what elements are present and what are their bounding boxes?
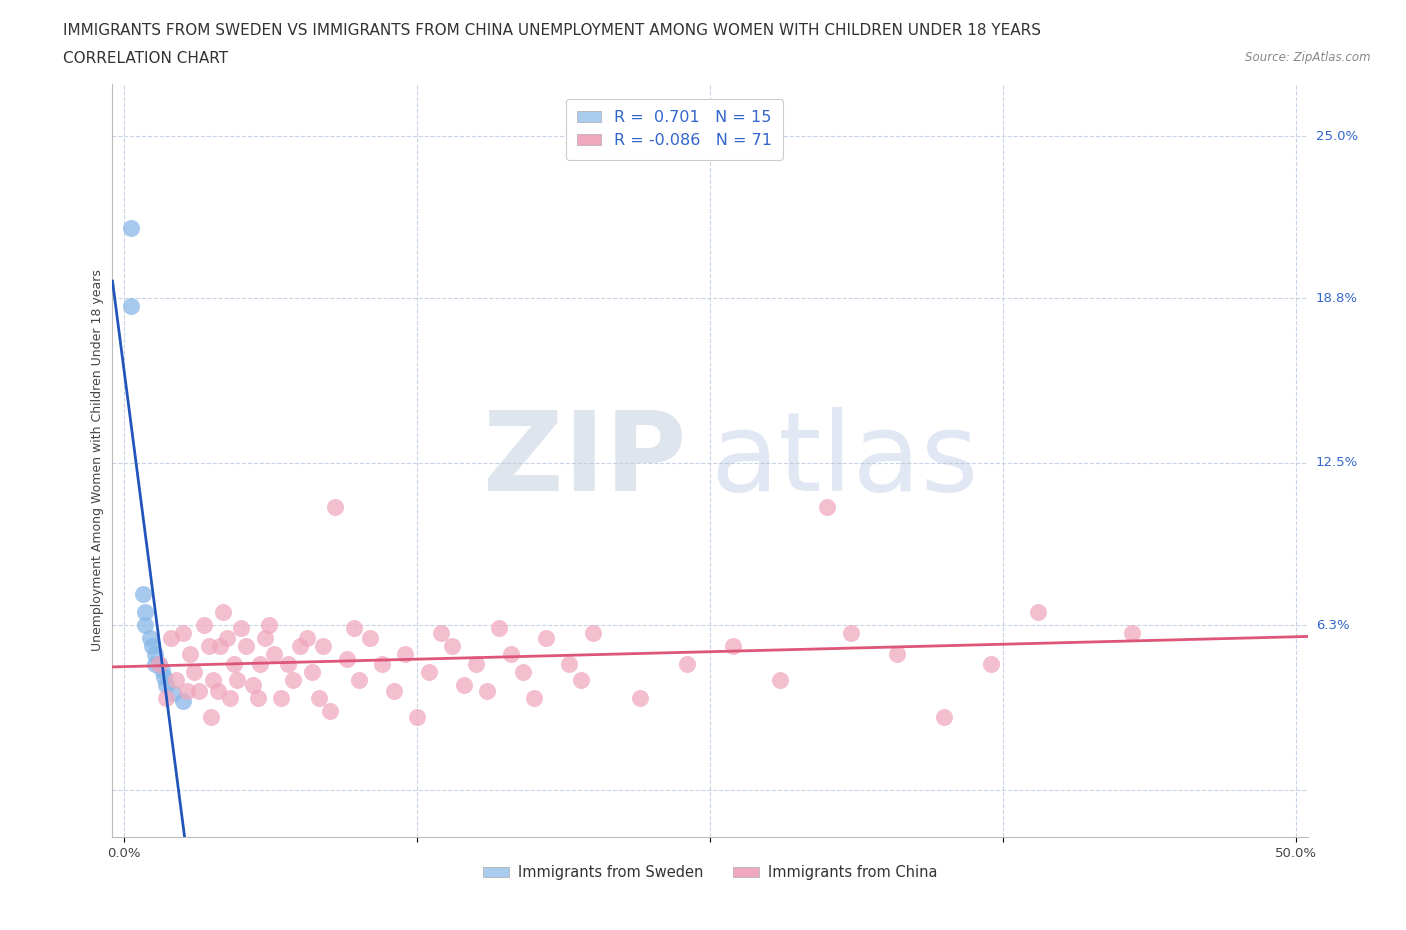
- Point: [202, 672, 225, 687]
- Point: [225, 672, 247, 687]
- Point: [176, 683, 198, 698]
- Point: [308, 691, 330, 706]
- Point: [217, 631, 239, 645]
- Point: [343, 620, 366, 635]
- Point: [242, 678, 264, 693]
- Point: [188, 683, 211, 698]
- Point: [155, 678, 177, 693]
- Point: [288, 639, 311, 654]
- Point: [224, 657, 246, 671]
- Point: [150, 662, 173, 677]
- Point: [211, 604, 233, 619]
- Legend: Immigrants from Sweden, Immigrants from China: Immigrants from Sweden, Immigrants from …: [477, 859, 943, 886]
- Text: 18.8%: 18.8%: [1316, 292, 1358, 305]
- Point: [165, 672, 187, 687]
- Point: [723, 639, 745, 654]
- Point: [319, 704, 342, 719]
- Point: [441, 639, 464, 654]
- Point: [200, 710, 222, 724]
- Point: [569, 672, 592, 687]
- Point: [270, 691, 292, 706]
- Point: [162, 685, 184, 700]
- Point: [172, 626, 194, 641]
- Point: [980, 657, 1002, 671]
- Point: [134, 604, 156, 619]
- Point: [371, 657, 394, 671]
- Y-axis label: Unemployment Among Women with Children Under 18 years: Unemployment Among Women with Children U…: [91, 270, 104, 651]
- Point: [281, 672, 304, 687]
- Point: [558, 657, 581, 671]
- Point: [148, 657, 170, 671]
- Text: CORRELATION CHART: CORRELATION CHART: [63, 51, 228, 66]
- Point: [139, 631, 162, 645]
- Point: [886, 646, 908, 661]
- Point: [534, 631, 557, 645]
- Point: [523, 691, 546, 706]
- Text: atlas: atlas: [710, 406, 979, 514]
- Point: [246, 691, 269, 706]
- Point: [183, 665, 205, 680]
- Point: [429, 626, 451, 641]
- Point: [218, 691, 240, 706]
- Point: [253, 631, 276, 645]
- Point: [359, 631, 381, 645]
- Point: [1121, 626, 1143, 641]
- Point: [323, 500, 346, 515]
- Point: [934, 710, 956, 724]
- Point: [312, 639, 335, 654]
- Point: [815, 500, 838, 515]
- Point: [394, 646, 416, 661]
- Point: [382, 683, 405, 698]
- Point: [259, 618, 281, 632]
- Point: [418, 665, 440, 680]
- Point: [231, 620, 253, 635]
- Point: [263, 646, 285, 661]
- Point: [197, 639, 219, 654]
- Point: [464, 657, 486, 671]
- Point: [160, 631, 183, 645]
- Point: [839, 626, 862, 641]
- Point: [628, 691, 651, 706]
- Point: [134, 618, 156, 632]
- Point: [172, 694, 194, 709]
- Point: [295, 631, 318, 645]
- Point: [193, 618, 215, 632]
- Point: [406, 710, 429, 724]
- Point: [453, 678, 475, 693]
- Point: [153, 670, 176, 684]
- Point: [301, 665, 323, 680]
- Point: [143, 657, 166, 671]
- Point: [148, 657, 170, 671]
- Point: [347, 672, 370, 687]
- Text: 12.5%: 12.5%: [1316, 457, 1358, 470]
- Point: [499, 646, 522, 661]
- Point: [582, 626, 605, 641]
- Text: ZIP: ZIP: [482, 406, 686, 514]
- Point: [477, 683, 499, 698]
- Point: [769, 672, 792, 687]
- Point: [143, 646, 166, 661]
- Point: [120, 299, 142, 313]
- Point: [1026, 604, 1049, 619]
- Point: [209, 639, 232, 654]
- Point: [179, 646, 201, 661]
- Point: [512, 665, 534, 680]
- Point: [155, 691, 177, 706]
- Text: IMMIGRANTS FROM SWEDEN VS IMMIGRANTS FROM CHINA UNEMPLOYMENT AMONG WOMEN WITH CH: IMMIGRANTS FROM SWEDEN VS IMMIGRANTS FRO…: [63, 23, 1042, 38]
- Text: Source: ZipAtlas.com: Source: ZipAtlas.com: [1246, 51, 1371, 64]
- Point: [141, 639, 163, 654]
- Point: [120, 220, 142, 235]
- Point: [235, 639, 257, 654]
- Point: [207, 683, 229, 698]
- Point: [249, 657, 271, 671]
- Point: [675, 657, 697, 671]
- Text: 6.3%: 6.3%: [1316, 618, 1350, 631]
- Point: [132, 586, 155, 601]
- Text: 25.0%: 25.0%: [1316, 129, 1358, 142]
- Point: [336, 652, 359, 667]
- Point: [277, 657, 299, 671]
- Point: [488, 620, 510, 635]
